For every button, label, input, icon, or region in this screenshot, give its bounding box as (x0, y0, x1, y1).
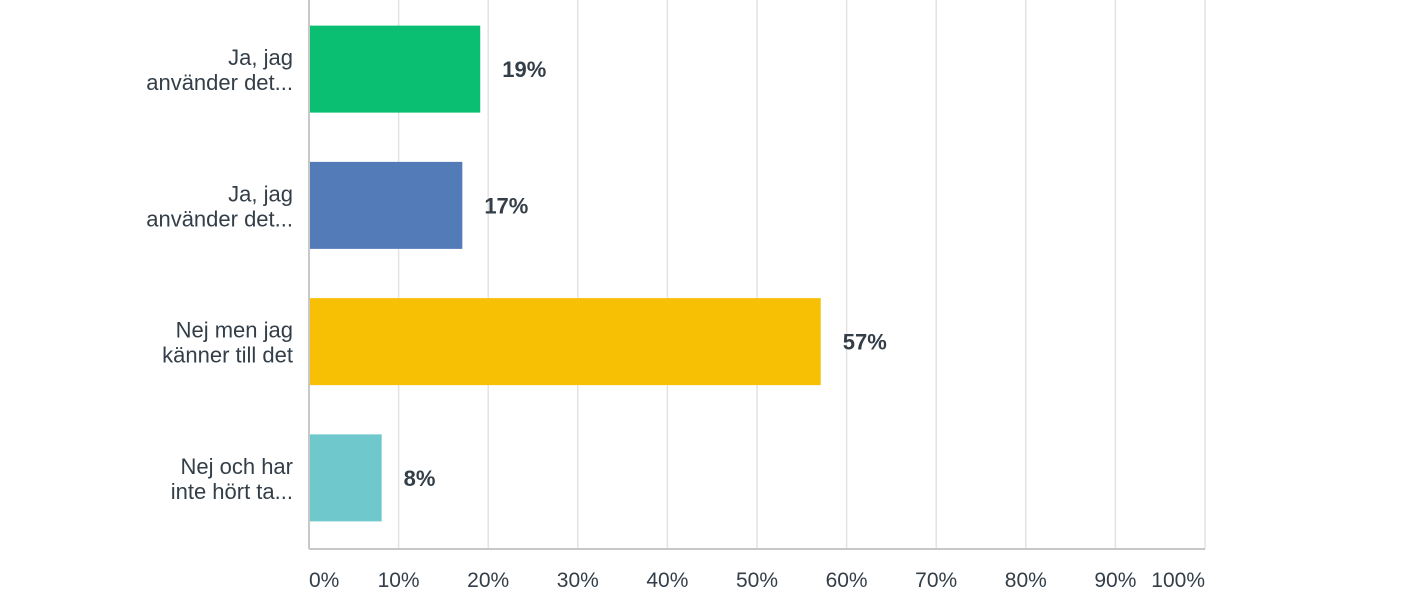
category-label-line: inte hört ta... (171, 479, 293, 504)
category-label: Nej men jag känner till det (162, 318, 293, 368)
value-label: 8% (404, 466, 436, 491)
x-tick-label: 100% (1151, 569, 1205, 592)
x-tick-label: 0% (309, 569, 339, 592)
x-tick-label: 90% (1094, 569, 1136, 592)
axes (308, 0, 1205, 550)
category-label-line: Ja, jag (228, 45, 293, 70)
bar[interactable] (310, 25, 481, 113)
category-label-line: Nej och har (180, 454, 293, 479)
labels: 0% 10% 20% 30% 40% 50% 60% 70% 80% 90% 100% 19% Ja, … (146, 45, 1205, 592)
gridlines (397, 0, 1206, 549)
x-tick-label: 60% (826, 569, 868, 592)
bar[interactable] (310, 434, 382, 522)
category-label-line: känner till det (162, 343, 293, 368)
category-label-line: använder det... (146, 70, 293, 95)
value-label: 17% (484, 193, 528, 218)
bar[interactable] (310, 161, 463, 249)
x-tick-label: 30% (557, 569, 599, 592)
category-label: Nej och har inte hört ta... (171, 454, 293, 504)
category-label-line: Ja, jag (228, 181, 293, 206)
bar[interactable] (310, 298, 821, 386)
x-tick-label: 80% (1005, 569, 1047, 592)
category-label-line: använder det... (146, 206, 293, 231)
value-label: 57% (843, 330, 887, 355)
category-label-line: Nej men jag (176, 318, 293, 343)
x-tick-label: 20% (467, 569, 509, 592)
x-tick-label: 70% (915, 569, 957, 592)
bars (310, 25, 821, 522)
category-label: Ja, jag använder det... (146, 45, 293, 95)
value-label: 19% (502, 57, 546, 82)
x-tick-label: 50% (736, 569, 778, 592)
x-tick-label: 40% (646, 569, 688, 592)
x-tick-label: 10% (378, 569, 420, 592)
category-label: Ja, jag använder det... (146, 181, 293, 231)
